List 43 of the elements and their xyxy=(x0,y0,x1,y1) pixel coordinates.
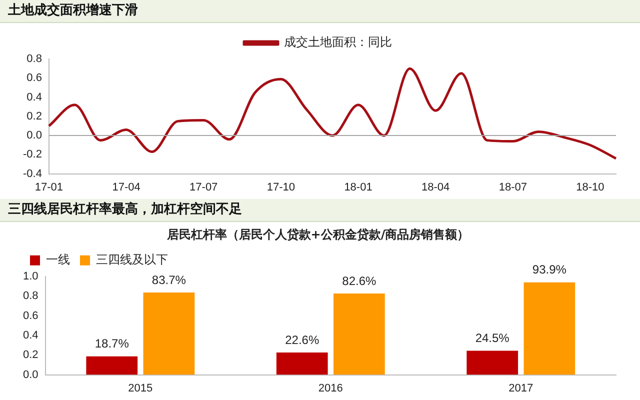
y-tick-label: 0.6 xyxy=(22,310,38,322)
data-label: 83.7% xyxy=(152,272,186,287)
legend-label: 成交土地面积：同比 xyxy=(284,35,392,50)
y-tick-label: -0.4 xyxy=(22,168,42,180)
bar xyxy=(143,292,195,375)
bar xyxy=(276,352,328,375)
x-tick-label: 2017 xyxy=(508,382,534,394)
y-tick-label: 0.2 xyxy=(26,110,42,122)
data-label: 22.6% xyxy=(285,332,320,347)
y-tick-label: 0.2 xyxy=(22,349,38,362)
legend-label: 一线 xyxy=(46,252,70,267)
y-tick-label: 0.6 xyxy=(26,72,42,84)
x-tick-label: 2016 xyxy=(318,382,343,394)
x-tick-label: 18-01 xyxy=(344,181,372,194)
bar xyxy=(86,356,138,375)
y-tick-label: 0.0 xyxy=(22,368,38,381)
y-tick-label: 0.4 xyxy=(22,329,38,342)
data-label: 18.7% xyxy=(94,336,130,351)
line-series xyxy=(48,67,618,160)
y-tick-label: 0.8 xyxy=(26,53,42,66)
bar xyxy=(466,350,518,375)
x-tick-label: 17-10 xyxy=(266,181,295,194)
x-tick-label: 18-04 xyxy=(422,181,450,194)
chart-title: 土地成交面积增速下滑 xyxy=(0,0,640,23)
y-tick-label: 0.0 xyxy=(26,130,42,142)
y-tick-label: 0.4 xyxy=(26,91,42,104)
x-tick-label: 17-07 xyxy=(190,181,218,194)
y-tick-label: 0.8 xyxy=(22,290,38,302)
data-label: 93.9% xyxy=(532,262,567,277)
data-label: 82.6% xyxy=(342,274,377,288)
x-tick-label: 2015 xyxy=(128,382,153,394)
y-tick-label: 1.0 xyxy=(22,270,38,282)
data-label: 24.5% xyxy=(475,331,510,346)
x-tick-label: 18-07 xyxy=(498,181,527,194)
x-tick-label: 18-10 xyxy=(576,181,604,194)
y-tick-label: -0.2 xyxy=(22,148,42,161)
bar xyxy=(524,282,576,375)
chart-title: 三四线居民杠杆率最高，加杠杆空间不足 xyxy=(0,199,640,222)
x-tick-label: 17-01 xyxy=(34,181,64,194)
legend-label: 三四线及以下 xyxy=(96,252,168,267)
bar xyxy=(334,294,385,375)
chart-subtitle: 居民杠杆率（居民个人贷款+公积金贷款/商品房销售额） xyxy=(166,227,470,242)
x-tick-label: 17-04 xyxy=(112,181,140,194)
